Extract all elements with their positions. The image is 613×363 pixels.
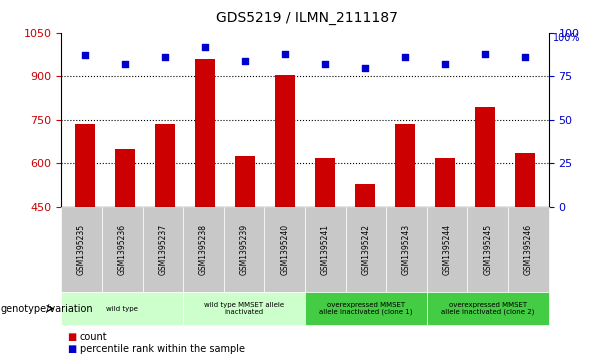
Point	[80, 52, 90, 58]
Text: wild type MMSET allele
inactivated: wild type MMSET allele inactivated	[204, 302, 284, 315]
Point	[480, 51, 490, 57]
Bar	[75, 124, 95, 207]
Point	[120, 61, 130, 67]
Point	[200, 44, 210, 49]
Text: GDS5219 / ILMN_2111187: GDS5219 / ILMN_2111187	[216, 11, 397, 25]
Text: GSM1395236: GSM1395236	[118, 224, 127, 275]
Point	[440, 61, 450, 67]
Text: GSM1395240: GSM1395240	[280, 224, 289, 275]
Point	[240, 58, 250, 64]
Bar	[195, 59, 215, 207]
Text: GSM1395237: GSM1395237	[158, 224, 167, 275]
Text: ■: ■	[67, 332, 77, 342]
Point	[520, 54, 530, 60]
Bar	[115, 150, 135, 207]
Text: GSM1395241: GSM1395241	[321, 224, 330, 275]
Text: ■: ■	[67, 344, 77, 354]
Bar	[435, 158, 455, 207]
Text: GSM1395244: GSM1395244	[443, 224, 452, 275]
Text: GSM1395243: GSM1395243	[402, 224, 411, 275]
Text: GSM1395245: GSM1395245	[483, 224, 492, 275]
Bar	[515, 153, 535, 207]
Text: wild type: wild type	[106, 306, 138, 311]
Bar	[275, 75, 295, 207]
Text: GSM1395239: GSM1395239	[240, 224, 248, 275]
Bar	[395, 124, 415, 207]
Text: genotype/variation: genotype/variation	[1, 303, 93, 314]
Text: GSM1395242: GSM1395242	[362, 224, 370, 275]
Text: 100%: 100%	[553, 33, 581, 43]
Text: overexpressed MMSET
allele inactivated (clone 1): overexpressed MMSET allele inactivated (…	[319, 302, 413, 315]
Point	[280, 51, 290, 57]
Text: overexpressed MMSET
allele inactivated (clone 2): overexpressed MMSET allele inactivated (…	[441, 302, 535, 315]
Point	[400, 54, 409, 60]
Bar	[235, 156, 255, 207]
Bar	[315, 158, 335, 207]
Bar	[355, 184, 375, 207]
Text: percentile rank within the sample: percentile rank within the sample	[80, 344, 245, 354]
Bar	[474, 107, 495, 207]
Point	[320, 61, 330, 67]
Bar	[155, 124, 175, 207]
Point	[360, 65, 370, 70]
Text: count: count	[80, 332, 107, 342]
Point	[160, 54, 170, 60]
Text: GSM1395235: GSM1395235	[77, 224, 86, 275]
Text: GSM1395246: GSM1395246	[524, 224, 533, 275]
Text: GSM1395238: GSM1395238	[199, 224, 208, 275]
